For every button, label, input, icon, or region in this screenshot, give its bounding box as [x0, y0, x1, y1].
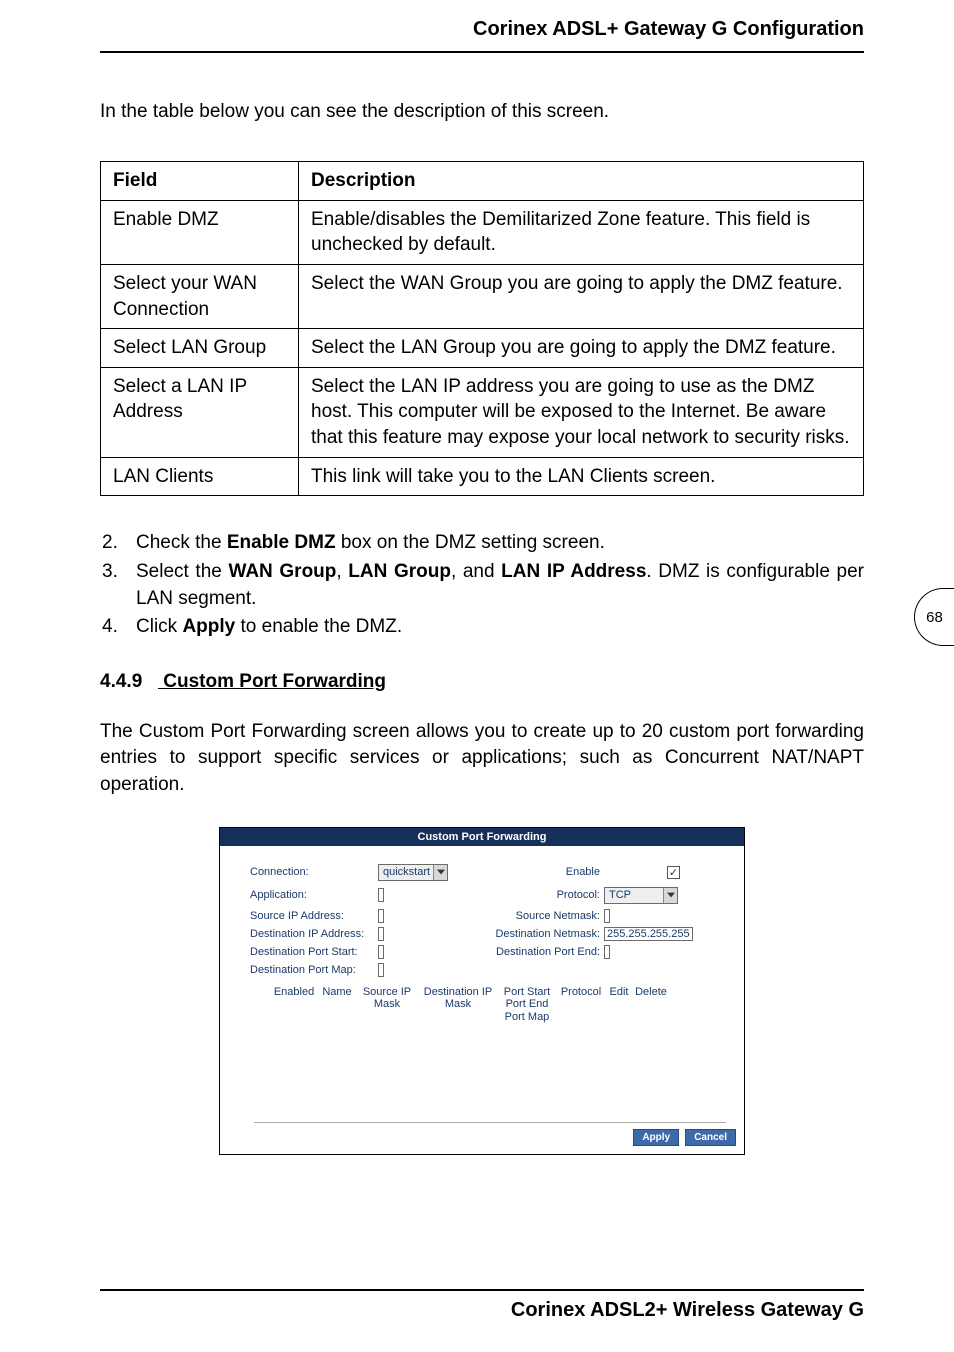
dropdown-icon: [663, 888, 677, 903]
step-text: Click Apply to enable the DMZ.: [136, 614, 864, 641]
step-text: Select the WAN Group, LAN Group, and LAN…: [136, 559, 864, 612]
table-row: LAN Clients This link will take you to t…: [101, 457, 864, 496]
label-dest-ip: Destination IP Address:: [250, 928, 378, 940]
source-netmask-input[interactable]: [604, 909, 610, 923]
field-description-table: Field Description Enable DMZ Enable/disa…: [100, 161, 864, 496]
label-dport-end: Destination Port End:: [470, 946, 604, 958]
cell-description: Enable/disables the Demilitarized Zone f…: [299, 200, 864, 264]
dport-end-input[interactable]: [604, 945, 610, 959]
th-dest-ip-mask: Destination IP Mask: [418, 986, 498, 1024]
source-ip-input[interactable]: [378, 909, 384, 923]
enable-checkbox[interactable]: ✓: [667, 866, 680, 879]
table-row: Select a LAN IP Address Select the LAN I…: [101, 367, 864, 457]
step-number: 4.: [100, 614, 136, 641]
page-header-title: Corinex ADSL+ Gateway G Configuration: [100, 18, 864, 53]
ordered-steps: 2. Check the Enable DMZ box on the DMZ s…: [100, 530, 864, 640]
connection-select-value: quickstart: [383, 866, 430, 878]
step-item: 2. Check the Enable DMZ box on the DMZ s…: [100, 530, 864, 557]
dest-ip-input[interactable]: [378, 927, 384, 941]
cell-description: This link will take you to the LAN Clien…: [299, 457, 864, 496]
rules-table-header: Enabled Name Source IP Mask Destination …: [250, 986, 730, 1024]
panel-title: Custom Port Forwarding: [220, 828, 744, 846]
cell-description: Select the LAN IP address you are going …: [299, 367, 864, 457]
page-footer-title: Corinex ADSL2+ Wireless Gateway G: [100, 1289, 864, 1322]
cell-field: Enable DMZ: [101, 200, 299, 264]
table-row: Enable DMZ Enable/disables the Demilitar…: [101, 200, 864, 264]
cell-field: Select a LAN IP Address: [101, 367, 299, 457]
th-description: Description: [299, 162, 864, 201]
protocol-select[interactable]: TCP: [604, 887, 678, 904]
rules-table-body-empty: [254, 1023, 726, 1123]
section-heading: 4.4.9 Custom Port Forwarding: [100, 671, 864, 693]
cell-description: Select the LAN Group you are going to ap…: [299, 329, 864, 368]
apply-button[interactable]: Apply: [633, 1129, 679, 1146]
step-number: 2.: [100, 530, 136, 557]
th-edit: Edit: [606, 986, 632, 1024]
table-row: Select LAN Group Select the LAN Group yo…: [101, 329, 864, 368]
connection-select[interactable]: quickstart: [378, 864, 448, 881]
label-dest-netmask: Destination Netmask:: [470, 928, 604, 940]
dest-netmask-input[interactable]: 255.255.255.255: [604, 927, 693, 941]
label-source-ip: Source IP Address:: [250, 910, 378, 922]
application-input[interactable]: [378, 888, 384, 902]
cell-description: Select the WAN Group you are going to ap…: [299, 264, 864, 328]
step-number: 3.: [100, 559, 136, 612]
th-field: Field: [101, 162, 299, 201]
th-protocol: Protocol: [556, 986, 606, 1024]
step-item: 3. Select the WAN Group, LAN Group, and …: [100, 559, 864, 612]
th-source-ip-mask: Source IP Mask: [356, 986, 418, 1024]
dropdown-icon: [433, 865, 447, 880]
label-protocol: Protocol:: [470, 889, 604, 901]
dport-start-input[interactable]: [378, 945, 384, 959]
step-item: 4. Click Apply to enable the DMZ.: [100, 614, 864, 641]
section-title: Custom Port Forwarding: [163, 671, 386, 692]
label-connection: Connection:: [250, 866, 378, 878]
th-name: Name: [318, 986, 356, 1024]
label-source-netmask: Source Netmask:: [470, 910, 604, 922]
th-ports: Port Start Port End Port Map: [498, 986, 556, 1024]
label-enable: Enable: [470, 866, 604, 878]
label-application: Application:: [250, 889, 378, 901]
section-paragraph: The Custom Port Forwarding screen allows…: [100, 719, 864, 799]
table-header-row: Field Description: [101, 162, 864, 201]
dport-map-input[interactable]: [378, 963, 384, 977]
custom-port-forwarding-panel: Custom Port Forwarding Connection: quick…: [219, 827, 745, 1156]
cell-field: Select LAN Group: [101, 329, 299, 368]
label-dport-start: Destination Port Start:: [250, 946, 378, 958]
th-enabled: Enabled: [270, 986, 318, 1024]
th-delete: Delete: [632, 986, 670, 1024]
section-number: 4.4.9: [100, 671, 158, 693]
cell-field: Select your WAN Connection: [101, 264, 299, 328]
table-row: Select your WAN Connection Select the WA…: [101, 264, 864, 328]
cell-field: LAN Clients: [101, 457, 299, 496]
label-dport-map: Destination Port Map:: [250, 964, 378, 976]
step-text: Check the Enable DMZ box on the DMZ sett…: [136, 530, 864, 557]
intro-text: In the table below you can see the descr…: [100, 101, 864, 123]
cancel-button[interactable]: Cancel: [685, 1129, 736, 1146]
protocol-select-value: TCP: [609, 889, 631, 901]
